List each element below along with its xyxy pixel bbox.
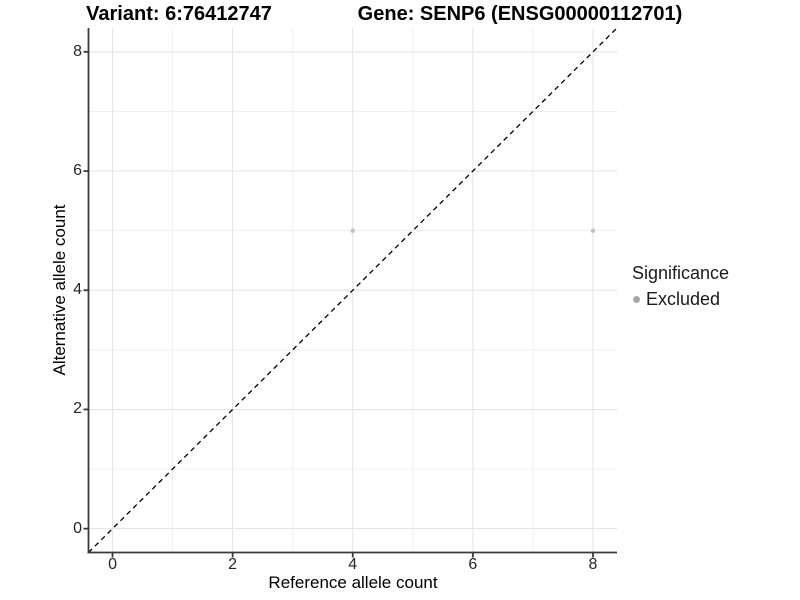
legend-item-label: Excluded bbox=[646, 289, 721, 309]
y-tick-label: 6 bbox=[73, 162, 82, 180]
legend-title: Significance bbox=[632, 263, 730, 283]
identity-dashed-line bbox=[88, 27, 618, 553]
x-axis-title: Reference allele count bbox=[268, 573, 438, 592]
y-tick-label: 2 bbox=[73, 400, 82, 418]
x-tick-label: 0 bbox=[108, 556, 117, 573]
excluded-point-icon bbox=[633, 296, 640, 303]
legend-item-excluded: Excluded bbox=[633, 289, 720, 310]
y-axis-title: Alternative allele count bbox=[50, 204, 69, 376]
x-tick-label: 4 bbox=[348, 556, 358, 573]
data-point bbox=[590, 228, 596, 233]
y-tick-label: 8 bbox=[73, 42, 82, 60]
plot-title-variant: Variant: 6:76412747 bbox=[86, 3, 272, 25]
x-tick-label: 8 bbox=[588, 556, 598, 573]
x-tick-label: 6 bbox=[468, 556, 478, 573]
y-tick-label: 0 bbox=[73, 519, 82, 537]
y-tick-label: 4 bbox=[73, 281, 82, 299]
x-tick-label: 2 bbox=[228, 556, 238, 573]
plot-title-gene: Gene: SENP6 (ENSG00000112701) bbox=[357, 3, 683, 25]
data-point bbox=[350, 228, 355, 233]
